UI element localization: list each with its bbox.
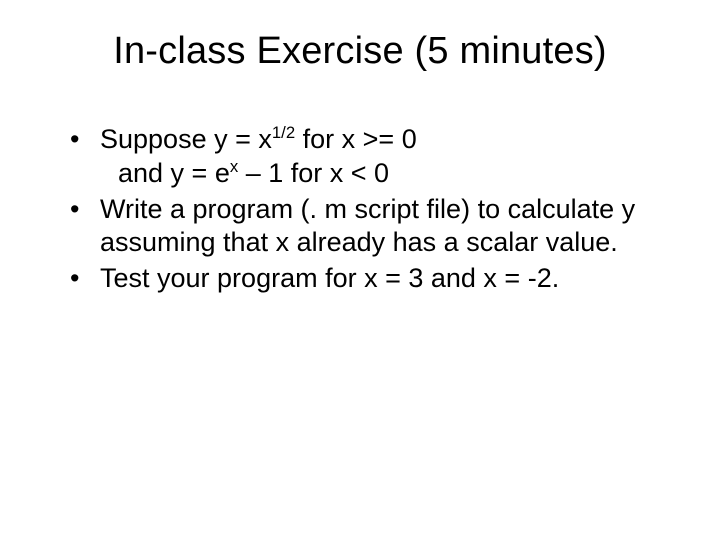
slide-title: In-class Exercise (5 minutes) [40, 30, 680, 73]
bullet-1-line2-pre: and y = e [118, 158, 230, 188]
bullet-1-line2-post: – 1 for x < 0 [238, 158, 389, 188]
bullet-item-2: Write a program (. m script file) to cal… [100, 193, 660, 261]
bullet-3-text: Test your program for x = 3 and x = -2. [100, 263, 559, 293]
bullet-2-text: Write a program (. m script file) to cal… [100, 194, 635, 258]
bullet-1-line1-sup: 1/2 [272, 123, 295, 142]
bullet-item-1: Suppose y = x1/2 for x >= 0 and y = ex –… [100, 123, 660, 191]
bullet-1-line1-post: for x >= 0 [295, 124, 417, 154]
bullet-1-line2: and y = ex – 1 for x < 0 [100, 157, 660, 191]
bullet-1-line2-sup: x [230, 157, 238, 176]
bullet-item-3: Test your program for x = 3 and x = -2. [100, 262, 660, 296]
slide: In-class Exercise (5 minutes) Suppose y … [0, 0, 720, 540]
bullet-1-line1-pre: Suppose y = x [100, 124, 272, 154]
bullet-list: Suppose y = x1/2 for x >= 0 and y = ex –… [40, 123, 680, 296]
